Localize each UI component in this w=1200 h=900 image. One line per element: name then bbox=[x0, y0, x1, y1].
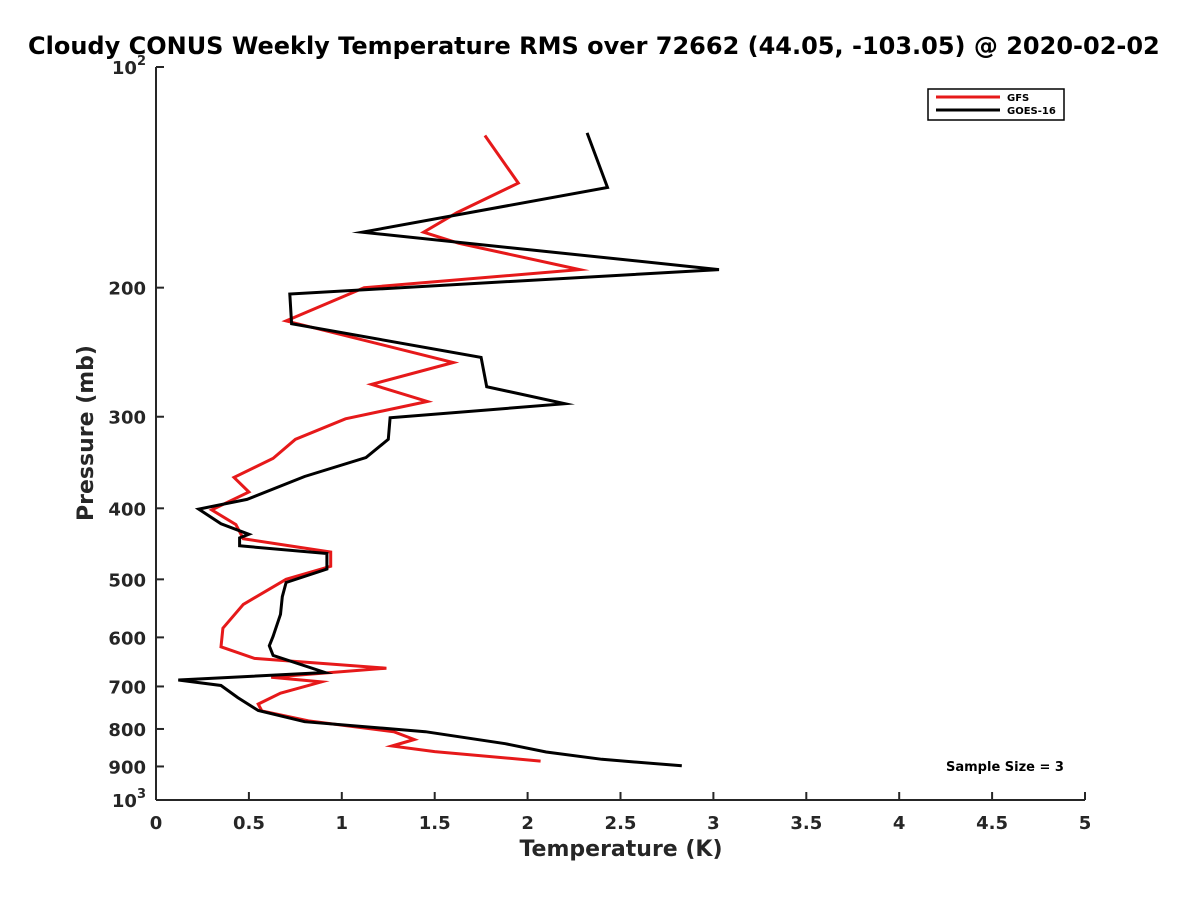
plot-area: 0 0.5 1 1.5 2 2.5 3 3.5 4 4.5 5 102 200 300 400 500 600 7… bbox=[108, 54, 1091, 834]
x-tick-label: 1 bbox=[336, 813, 349, 834]
y-tick-label: 102 bbox=[112, 54, 146, 79]
x-tick-label: 3 bbox=[707, 813, 720, 834]
y-tick-label: 200 bbox=[108, 279, 146, 300]
x-tick-label: 0.5 bbox=[233, 813, 265, 834]
y-tick-label: 900 bbox=[108, 757, 146, 778]
legend-label-gfs: GFS bbox=[1007, 93, 1029, 104]
y-tick-label: 700 bbox=[108, 677, 146, 698]
sample-size-annotation: Sample Size = 3 bbox=[946, 760, 1064, 775]
chart-title: Cloudy CONUS Weekly Temperature RMS over… bbox=[28, 32, 1160, 60]
x-axis-label: Temperature (K) bbox=[519, 837, 722, 862]
x-tick-label: 5 bbox=[1079, 813, 1092, 834]
y-tick-label: 300 bbox=[108, 408, 146, 429]
y-tick-label: 103 bbox=[112, 787, 146, 812]
x-tick-label: 3.5 bbox=[790, 813, 822, 834]
y-tick-label: 400 bbox=[108, 499, 146, 520]
x-tick-label: 1.5 bbox=[419, 813, 451, 834]
y-tick-label: 500 bbox=[108, 570, 146, 591]
legend-label-goes16: GOES-16 bbox=[1007, 106, 1056, 117]
x-tick-label: 2 bbox=[521, 813, 534, 834]
x-tick-label: 4 bbox=[893, 813, 906, 834]
legend: GFS GOES-16 bbox=[927, 88, 1065, 121]
y-tick-label: 600 bbox=[108, 628, 146, 649]
series-line-gfs bbox=[208, 134, 590, 763]
y-axis-label: Pressure (mb) bbox=[74, 345, 99, 521]
x-tick-label: 0 bbox=[150, 813, 163, 834]
x-tick-label: 2.5 bbox=[605, 813, 637, 834]
series-line-goes16 bbox=[178, 132, 720, 768]
x-tick-label: 4.5 bbox=[976, 813, 1008, 834]
legend-box bbox=[927, 88, 1065, 121]
y-tick-label: 800 bbox=[108, 720, 146, 741]
